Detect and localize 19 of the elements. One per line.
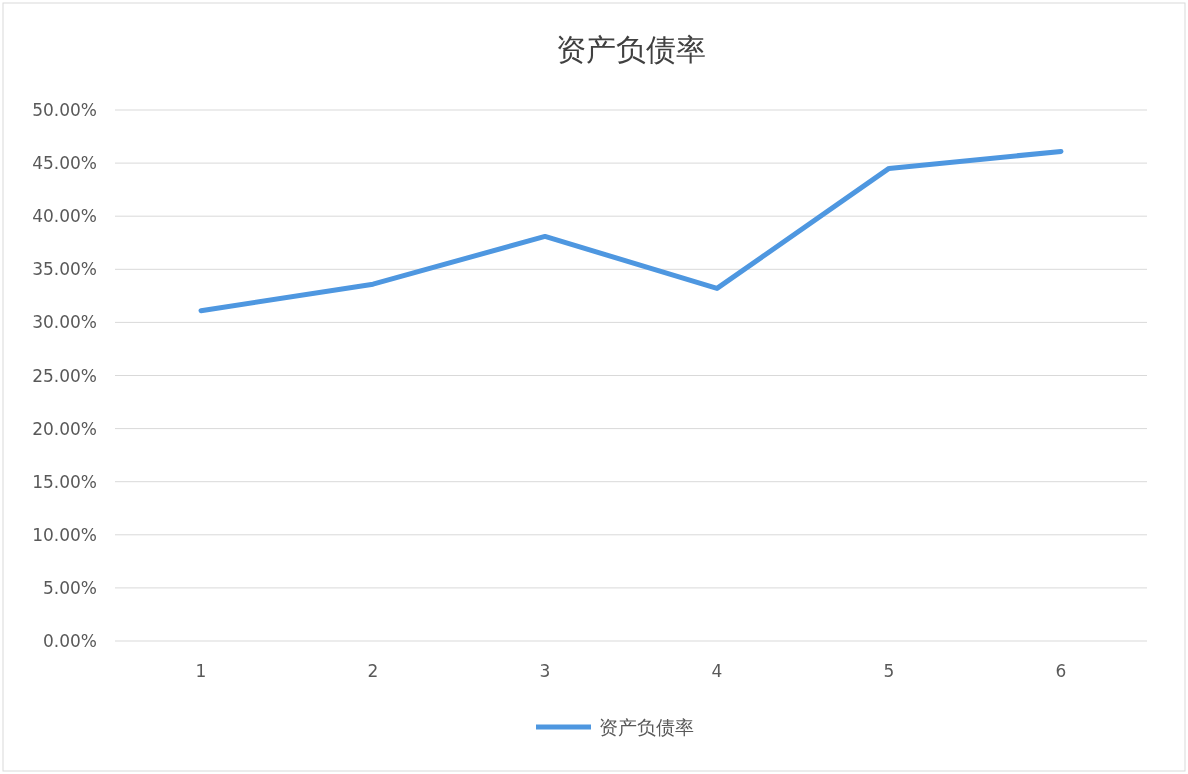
x-tick-label: 3 bbox=[539, 661, 551, 681]
y-tick-label: 40.00% bbox=[32, 206, 97, 227]
y-tick-label: 45.00% bbox=[32, 153, 97, 174]
x-tick-label: 5 bbox=[883, 661, 895, 681]
y-tick-label: 20.00% bbox=[32, 418, 97, 439]
y-tick-label: 5.00% bbox=[42, 577, 97, 598]
x-tick-label: 4 bbox=[711, 661, 723, 681]
y-tick-label: 30.00% bbox=[32, 312, 97, 333]
legend-label: 资产负债率 bbox=[599, 716, 694, 738]
y-tick-label: 50.00% bbox=[32, 100, 97, 120]
x-tick-label: 2 bbox=[367, 661, 379, 681]
chart-title: 资产负债率 bbox=[556, 32, 706, 67]
x-tick-label: 6 bbox=[1055, 661, 1067, 681]
y-tick-label: 15.00% bbox=[32, 471, 97, 492]
y-tick-label: 25.00% bbox=[32, 365, 97, 386]
y-tick-label: 10.00% bbox=[32, 524, 97, 545]
y-tick-label: 35.00% bbox=[32, 259, 97, 280]
x-tick-label: 1 bbox=[195, 661, 207, 681]
y-tick-label: 0.00% bbox=[42, 631, 97, 651]
